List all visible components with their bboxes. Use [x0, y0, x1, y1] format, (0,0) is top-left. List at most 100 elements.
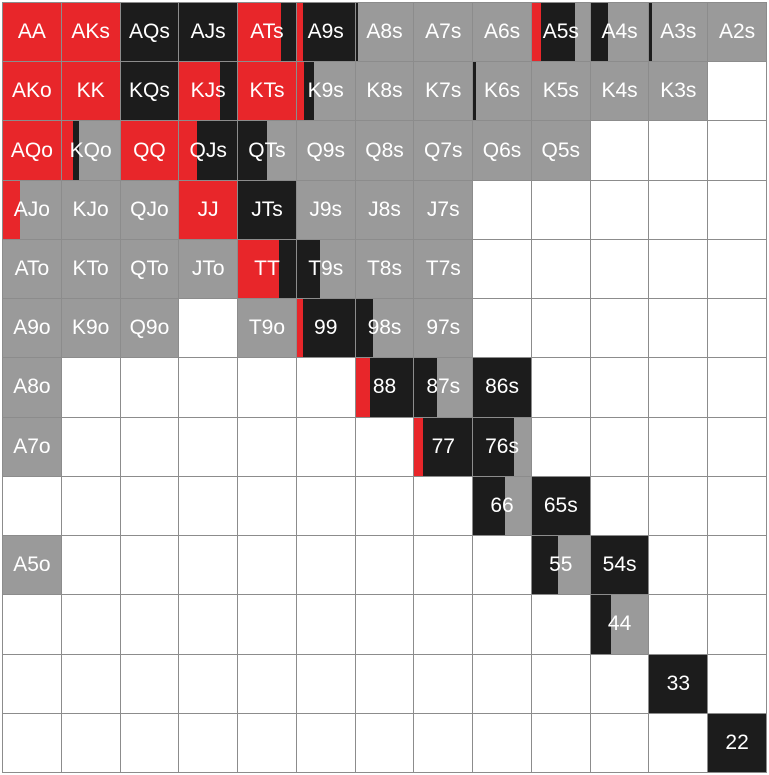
- fold-fill: [476, 62, 531, 121]
- hand-label: 54s: [602, 553, 637, 577]
- fold-fill: [3, 536, 61, 595]
- raise-fill: [61, 62, 120, 121]
- hand-label: AJs: [190, 20, 226, 44]
- hand-cell-A8s: A8s: [355, 3, 414, 62]
- hand-label: AKo: [12, 79, 52, 103]
- empty-cell: [649, 121, 708, 180]
- hand-cell-KJs: KJs: [179, 62, 238, 121]
- hand-cell-76s: 76s: [473, 417, 531, 476]
- call-fill: [302, 3, 355, 62]
- empty-cell: [708, 62, 766, 121]
- hand-label: AQs: [128, 20, 170, 44]
- hand-label: KJo: [72, 197, 109, 221]
- empty-cell: [120, 713, 179, 772]
- hand-cell-97s: 97s: [414, 299, 473, 358]
- fold-fill: [590, 62, 649, 121]
- empty-cell: [708, 417, 766, 476]
- fold-fill: [557, 536, 590, 595]
- hand-label: K8s: [366, 79, 403, 103]
- raise-fill: [296, 3, 303, 62]
- empty-cell: [238, 654, 296, 713]
- fold-fill: [513, 417, 531, 476]
- empty-cell: [649, 239, 708, 299]
- hand-label: A7o: [13, 434, 51, 458]
- hand-label: K7s: [425, 79, 462, 103]
- hand-label: KK: [76, 79, 105, 103]
- empty-cell: [179, 476, 238, 536]
- hand-label: 66: [490, 493, 514, 517]
- empty-cell: [590, 476, 649, 536]
- hand-label: 87s: [426, 375, 461, 399]
- hand-cell-98s: 98s: [355, 299, 414, 358]
- hand-cell-A8o: A8o: [3, 358, 61, 417]
- fold-fill: [314, 62, 355, 121]
- hand-cell-JTs: JTs: [238, 180, 296, 239]
- hand-label: 88: [372, 375, 397, 399]
- call-fill: [120, 3, 179, 62]
- raise-fill: [61, 3, 120, 62]
- call-fill: [281, 3, 296, 62]
- hand-label: KTs: [249, 79, 285, 103]
- empty-cell: [531, 180, 590, 239]
- hand-label: K6s: [483, 79, 521, 103]
- hand-label: 77: [431, 434, 455, 458]
- empty-cell: [590, 358, 649, 417]
- empty-cell: [708, 180, 766, 239]
- hand-cell-55: 55: [531, 536, 590, 595]
- hand-label: QTo: [130, 257, 169, 281]
- hand-label: J7s: [426, 197, 460, 221]
- fold-fill: [3, 299, 61, 358]
- fold-fill: [120, 180, 179, 239]
- hand-cell-KQo: KQo: [61, 121, 120, 180]
- hand-cell-88: 88: [355, 358, 414, 417]
- empty-cell: [590, 121, 649, 180]
- hand-label: 76s: [485, 434, 519, 458]
- call-fill: [473, 62, 477, 121]
- hand-label: J9s: [309, 197, 343, 221]
- fold-fill: [414, 62, 473, 121]
- empty-cell: [531, 417, 590, 476]
- raise-fill: [3, 180, 21, 239]
- call-fill: [302, 299, 355, 358]
- hand-cell-KTo: KTo: [61, 239, 120, 299]
- empty-cell: [355, 417, 414, 476]
- empty-cell: [531, 595, 590, 654]
- call-fill: [196, 121, 238, 180]
- empty-cell: [3, 654, 61, 713]
- hand-cell-99: 99: [296, 299, 355, 358]
- empty-cell: [3, 476, 61, 536]
- hand-cell-JJ: JJ: [179, 180, 238, 239]
- hand-label: A3s: [660, 20, 697, 44]
- hand-cell-A6s: A6s: [473, 3, 531, 62]
- hand-label: T7s: [425, 257, 461, 281]
- empty-cell: [590, 713, 649, 772]
- fold-fill: [20, 180, 61, 239]
- fold-fill: [610, 595, 649, 654]
- hand-label: AJo: [13, 197, 50, 221]
- hand-cell-44: 44: [590, 595, 649, 654]
- hand-label: K5s: [542, 79, 579, 103]
- hand-label: Q8s: [365, 138, 404, 162]
- fold-fill: [414, 180, 473, 239]
- hand-label: A6s: [483, 20, 521, 44]
- call-fill: [296, 239, 320, 299]
- hand-label: 98s: [367, 316, 402, 340]
- hand-label: AA: [17, 20, 46, 44]
- empty-cell: [296, 713, 355, 772]
- fold-fill: [531, 62, 590, 121]
- hand-cell-65s: 65s: [531, 476, 590, 536]
- empty-cell: [708, 121, 766, 180]
- hand-label: K9o: [71, 316, 110, 340]
- raise-fill: [296, 299, 303, 358]
- call-fill: [370, 358, 414, 417]
- hand-cell-Q7s: Q7s: [414, 121, 473, 180]
- fold-fill: [372, 299, 414, 358]
- fold-fill: [358, 3, 414, 62]
- empty-cell: [473, 713, 531, 772]
- empty-cell: [238, 536, 296, 595]
- fold-fill: [355, 180, 414, 239]
- hand-label: Q9s: [306, 138, 345, 162]
- fold-fill: [414, 239, 473, 299]
- fold-fill: [414, 121, 473, 180]
- empty-cell: [61, 358, 120, 417]
